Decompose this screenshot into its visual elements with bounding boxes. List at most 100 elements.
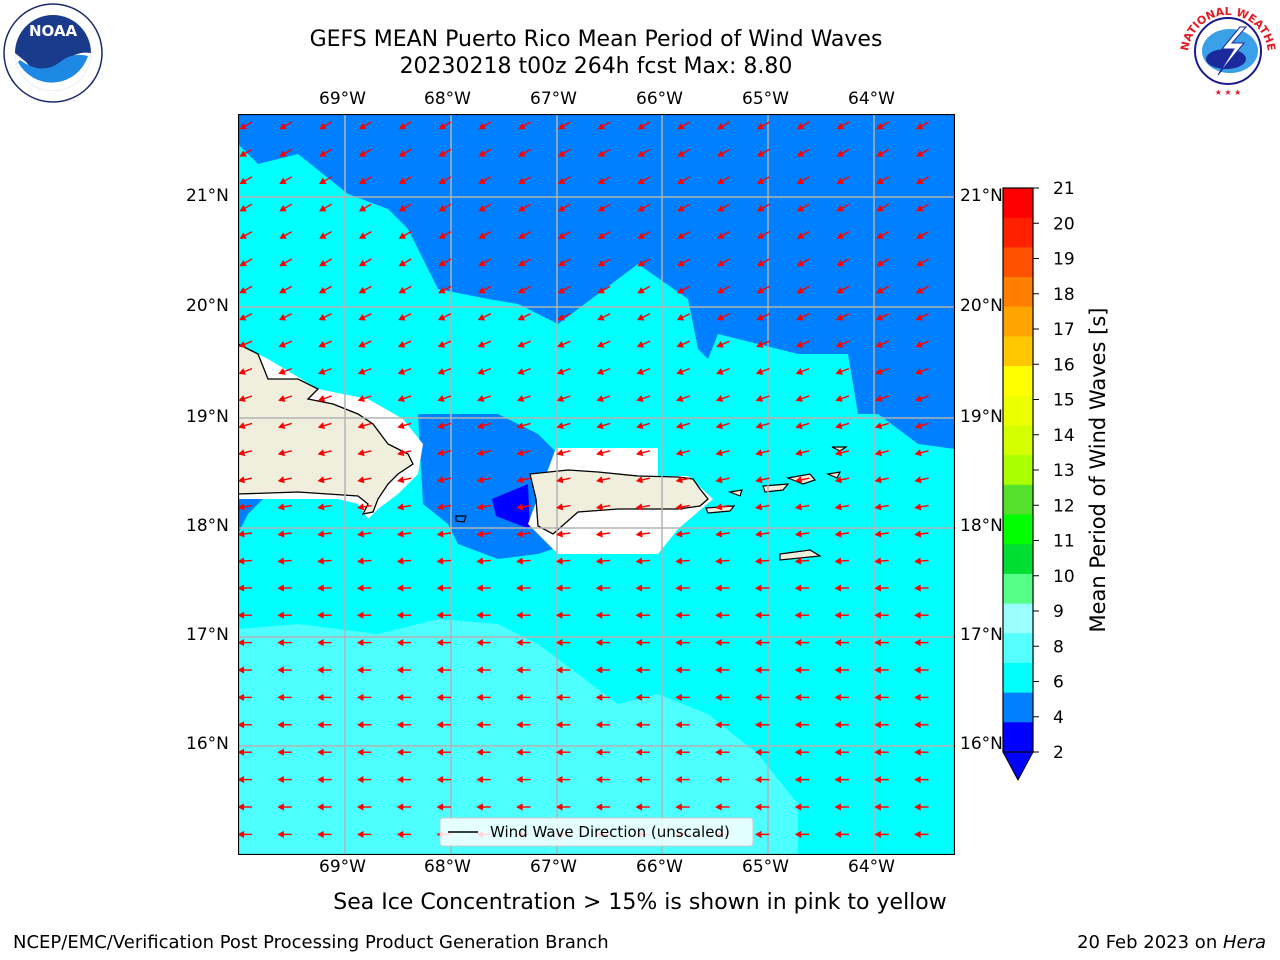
wind-arrow-head (796, 232, 805, 239)
wind-arrow-head (636, 395, 644, 402)
wind-arrow-head (317, 693, 324, 701)
wind-arrow-head (756, 341, 764, 348)
wind-arrow-head (915, 341, 923, 348)
wind-arrow-head (317, 803, 324, 811)
wind-arrow-head (278, 314, 287, 321)
wind-arrow-head (319, 177, 327, 185)
wind-arrow-head (716, 368, 724, 375)
wind-arrow-head (238, 611, 245, 619)
ocean-light-band (238, 619, 798, 855)
wind-arrow-head (396, 666, 404, 674)
wind-arrow-head (317, 449, 325, 457)
wind-arrow-head (279, 232, 287, 239)
wind-arrow-head (677, 232, 685, 239)
wind-arrow-head (477, 341, 485, 348)
wind-arrow-head (795, 395, 803, 402)
colorbar-tick-label: 2 (1053, 743, 1064, 763)
wind-arrow-head (478, 232, 486, 239)
wind-arrow-head (675, 476, 683, 484)
wind-arrow-head (556, 449, 564, 457)
wind-arrow-head (756, 314, 764, 321)
wind-arrow-head (876, 232, 884, 239)
wind-arrow-head (238, 395, 246, 402)
wind-arrow-head (637, 150, 645, 157)
wind-arrow-head (319, 205, 327, 212)
wind-arrow-head (319, 122, 327, 130)
wind-arrow-head (476, 476, 484, 484)
colorbar-ticks: 21 20 19 18 17 16 15 14 13 12 11 10 9 8 6 4 2 (1033, 180, 1075, 763)
wind-arrow-head (279, 286, 287, 294)
wind-arrow-head (914, 557, 922, 565)
wind-arrow-head (516, 693, 523, 701)
wind-arrow-head (317, 530, 325, 538)
wind-arrow-head (596, 449, 604, 457)
wind-arrow-head (597, 259, 606, 267)
wind-arrow-head (914, 803, 921, 811)
wind-arrow-head (557, 259, 566, 267)
wind-arrow-head (835, 341, 844, 348)
wind-arrow-head (914, 395, 923, 402)
wind-arrow-head (834, 530, 842, 538)
wind-arrow-head (675, 557, 683, 565)
wind-arrow-head (478, 150, 486, 157)
wind-arrow-head (875, 341, 883, 348)
wind-arrow-head (555, 776, 563, 784)
wind-arrow-head (436, 476, 444, 484)
colorbar-swatch (1003, 306, 1033, 337)
wind-arrow-head (239, 259, 247, 267)
wind-arrow-head (518, 205, 526, 212)
wind-arrow-head (436, 803, 444, 811)
wind-arrow-head (676, 395, 684, 402)
wind-arrow-head (597, 150, 606, 157)
wind-arrow-head (398, 232, 407, 239)
wind-arrow-head (914, 748, 921, 756)
wind-arrow-head (279, 122, 287, 130)
wind-arrow-head (874, 803, 881, 811)
wind-arrow-head (715, 776, 722, 784)
wind-arrow-head (595, 639, 603, 647)
wind-arrow-head (834, 830, 842, 838)
wind-arrow-head (357, 449, 365, 457)
wind-arrow-head (834, 666, 842, 674)
wind-arrow-head (358, 205, 367, 212)
wind-arrow-head (438, 232, 446, 239)
svg-text:★ ★ ★: ★ ★ ★ (1215, 88, 1242, 97)
wind-arrow-head (277, 422, 286, 430)
wind-arrow-head (277, 557, 285, 565)
wind-arrow-head (396, 584, 404, 592)
wind-arrow-head (478, 122, 486, 130)
chart-title-line1: GEFS MEAN Puerto Rico Mean Period of Win… (309, 27, 883, 52)
wind-arrow-head (754, 803, 762, 811)
lat-label-right: 17°N (960, 625, 1003, 645)
wind-arrow-head (715, 449, 723, 457)
lat-label-left: 16°N (186, 734, 229, 754)
wind-arrow-head (874, 530, 882, 538)
wind-arrow-head (478, 177, 486, 185)
wind-arrow-head (238, 830, 245, 838)
wind-arrow-head (716, 286, 725, 294)
wind-arrow-head (396, 557, 404, 565)
wind-arrow-head (836, 259, 844, 267)
wind-arrow-head (436, 776, 444, 784)
wind-arrow-head (278, 395, 286, 402)
land-puerto-rico (529, 469, 709, 535)
wind-arrow-head (277, 721, 284, 729)
wind-arrow-head (635, 557, 643, 565)
lat-label-right: 19°N (960, 407, 1003, 427)
footer-date-text: 20 Feb 2023 on (1077, 932, 1223, 953)
wind-arrow-head (754, 611, 762, 619)
wind-arrow-head (716, 314, 725, 321)
wind-arrow-head (595, 666, 603, 674)
wind-arrow-head (356, 557, 364, 565)
colorbar-swatch (1003, 692, 1033, 723)
wind-arrow-head (398, 286, 406, 294)
wind-arrow-head (279, 205, 287, 212)
wind-arrow-head (398, 314, 406, 321)
colorbar-tick-label: 4 (1053, 708, 1064, 728)
wind-arrow-head (596, 341, 605, 348)
wind-arrow-head (715, 476, 723, 484)
wind-arrow-head (238, 776, 245, 784)
wind-arrow-head (835, 314, 844, 321)
wind-arrow-head (795, 476, 803, 484)
wind-arrow-head (717, 205, 725, 212)
